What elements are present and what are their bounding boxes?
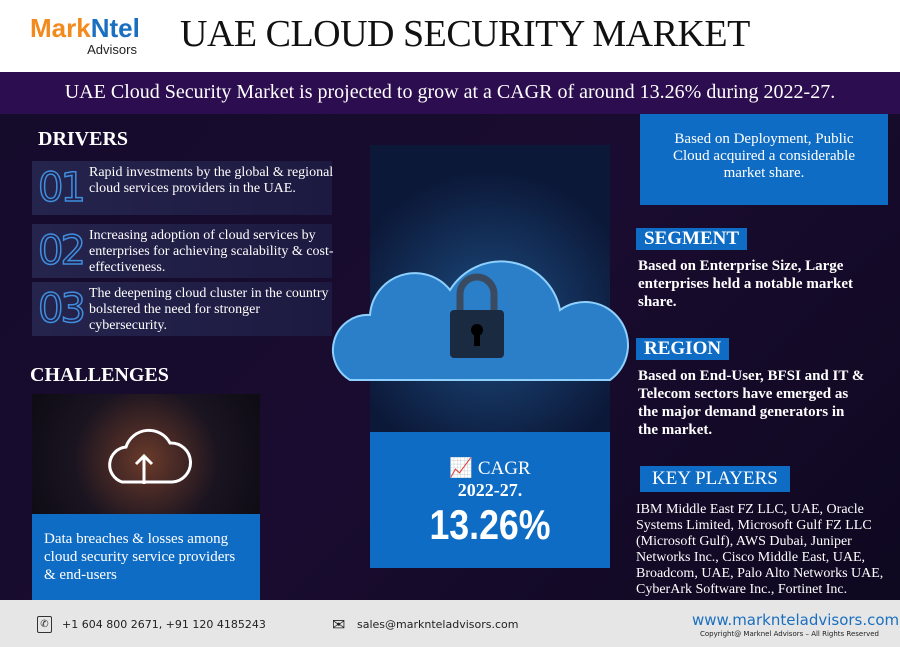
driver-number: 03 <box>37 285 86 333</box>
driver-item: 03 The deepening cloud cluster in the cou… <box>32 282 332 336</box>
logo-mark: Mark <box>30 13 91 43</box>
challenges-heading: CHALLENGES <box>30 364 169 386</box>
challenge-text: Data breaches & losses among cloud secur… <box>32 514 260 600</box>
cloud-upload-icon <box>108 428 193 484</box>
drivers-heading: DRIVERS <box>38 128 129 150</box>
growth-chart-icon: 📈 <box>449 457 474 479</box>
cagr-label: CAGR <box>477 458 531 479</box>
region-text: Based on End-User, BFSI and IT & Telecom… <box>638 368 865 438</box>
driver-text: Increasing adoption of cloud services by… <box>89 228 334 275</box>
key-players-text: IBM Middle East FZ LLC, UAE, Oracle Syst… <box>636 502 884 597</box>
page-title: UAE CLOUD SECURITY MARKET <box>180 13 750 55</box>
phone-icon: ✆ <box>37 616 52 633</box>
driver-item: 01 Rapid investments by the global & regi… <box>32 161 334 215</box>
email-link[interactable]: sales@marknteladvisors.com <box>357 618 519 631</box>
key-players-heading: KEY PLAYERS <box>640 466 790 492</box>
header: MarkNtel Advisors UAE CLOUD SECURITY MAR… <box>0 0 900 72</box>
driver-number: 02 <box>37 227 86 275</box>
logo-sub: Advisors <box>87 42 137 57</box>
segment-heading: SEGMENT <box>636 228 748 250</box>
website-link[interactable]: www.marknteladvisors.com <box>692 611 900 629</box>
driver-text: Rapid investments by the global & region… <box>89 165 334 196</box>
driver-number: 01 <box>37 164 86 212</box>
copyright: Copyright@ Marknel Advisors – All Rights… <box>700 630 879 638</box>
cloud-lock-icon <box>331 260 629 381</box>
phone-number: +1 604 800 2671, +91 120 4185243 <box>62 618 266 631</box>
mail-icon: ✉ <box>332 615 346 634</box>
cloud-upload-image <box>32 394 260 514</box>
segment-text: Based on Enterprise Size, Large enterpri… <box>638 258 853 310</box>
region-heading: REGION <box>636 338 730 360</box>
cagr-banner: UAE Cloud Security Market is projected t… <box>0 72 900 114</box>
cagr-period: 2022-27. <box>457 480 523 500</box>
logo-ntel: Ntel <box>90 13 140 43</box>
cagr-box: 📈 CAGR 2022-27. 13.26% <box>370 432 610 568</box>
logo: MarkNtel Advisors <box>30 14 140 57</box>
footer: ✆ +1 604 800 2671, +91 120 4185243 ✉ sal… <box>0 600 900 647</box>
driver-item: 02 Increasing adoption of cloud services … <box>32 224 334 278</box>
deployment-box: Based on Deployment, Public Cloud acquir… <box>640 114 888 205</box>
driver-text: The deepening cloud cluster in the count… <box>89 286 329 333</box>
cagr-value: 13.26% <box>429 501 551 548</box>
